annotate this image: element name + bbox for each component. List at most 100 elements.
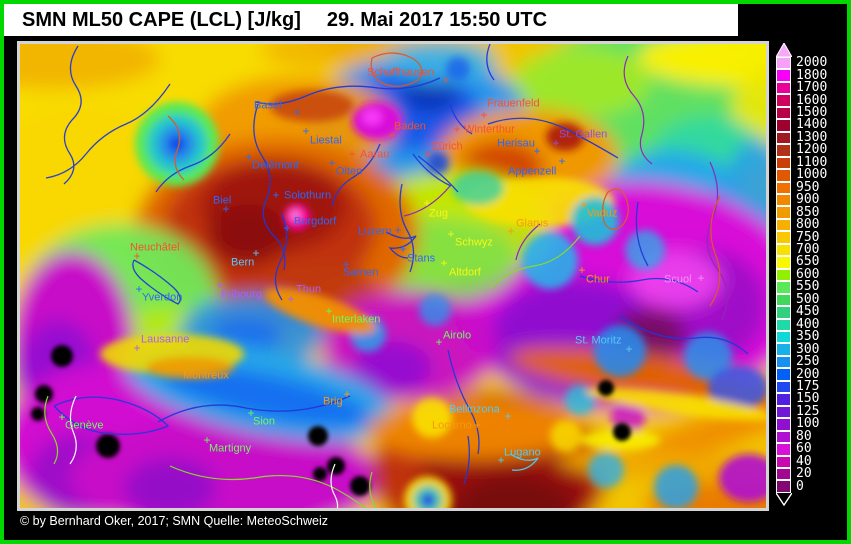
city-label: St. Moritz: [575, 334, 622, 347]
colorbar-swatch: [776, 119, 791, 132]
footer-credit: © by Bernhard Oker, 2017; SMN Quelle: Me…: [20, 514, 328, 528]
city-marker: +: [453, 121, 461, 136]
colorbar-label: 550: [796, 279, 820, 295]
colorbar-label: 100: [796, 416, 820, 432]
city-label: Luzern: [358, 225, 392, 238]
colorbar-label: 400: [796, 316, 820, 332]
colorbar-label: 950: [796, 179, 820, 195]
colorbar-label: 2000: [796, 55, 828, 71]
city-marker: +: [580, 197, 588, 212]
city-marker: +: [447, 226, 455, 241]
city-marker: +: [435, 334, 443, 349]
city-label: Brig: [323, 395, 343, 408]
colorbar-row: 0: [776, 478, 847, 494]
borders-layer: [44, 52, 728, 508]
colorbar-row: 450: [776, 305, 847, 319]
colorbar-swatch: [776, 131, 791, 145]
colorbar-swatch: [776, 231, 791, 244]
city-marker: +: [440, 255, 448, 270]
city-label: Chur: [586, 273, 610, 286]
city-marker: +: [442, 72, 450, 87]
colorbar-row: 1700: [776, 81, 847, 95]
city-marker: +: [348, 146, 356, 161]
city-label: Delémont: [252, 159, 300, 172]
city-label: Altdorf: [449, 266, 481, 279]
colorbar-label: 700: [796, 242, 820, 258]
colorbar-row: 400: [776, 316, 847, 332]
colorbar-label: 1400: [796, 117, 828, 133]
city-marker: +: [343, 386, 351, 401]
city-marker: +: [135, 281, 143, 296]
city-label: Liestal: [310, 134, 342, 147]
city-marker: +: [245, 149, 253, 164]
colorbar-row: 700: [776, 242, 847, 258]
city-label: Vaduz: [587, 207, 618, 220]
colorbar-label: 600: [796, 266, 820, 282]
colorbar-row: 1600: [776, 94, 847, 107]
colorbar-label: 650: [796, 254, 820, 270]
masked-data-spots: [31, 345, 631, 496]
city-label: Martigny: [209, 442, 252, 455]
city-label: Aarau: [360, 148, 390, 161]
city-marker: +: [133, 248, 141, 263]
colorbar-label: 125: [796, 403, 820, 419]
colorbar-swatch: [776, 281, 791, 294]
colorbar-label: 900: [796, 192, 820, 208]
colorbar-swatch: [776, 94, 791, 107]
colorbar-swatch: [776, 218, 791, 232]
colorbar-swatch: [776, 193, 791, 207]
colorbar-swatch: [776, 306, 791, 319]
city-label: Frauenfeld: [487, 97, 540, 110]
colorbar-swatch: [776, 293, 791, 307]
colorbar-label: 0: [796, 478, 804, 494]
colorbar-label: 40: [796, 453, 812, 469]
colorbar-swatch: [776, 355, 791, 369]
colorbar-swatch: [776, 380, 791, 394]
map-panel: + Schaffhausen + Basel + Frauenfeld + Baden + Win…: [17, 41, 769, 511]
colorbar-swatch: [776, 480, 791, 493]
product-title: SMN ML50 CAPE (LCL) [J/kg]: [22, 8, 301, 31]
city-marker: +: [578, 262, 586, 277]
city-marker: +: [247, 405, 255, 420]
colorbar-row: 900: [776, 192, 847, 208]
colorbar-label: 1200: [796, 142, 828, 158]
colorbar-row: 175: [776, 380, 847, 394]
rivers-layer: [45, 44, 749, 485]
colorbar-row: 350: [776, 330, 847, 344]
colorbar-down-arrow-icon: [776, 492, 792, 506]
city-marker: +: [287, 291, 295, 306]
city-marker: +: [133, 340, 141, 355]
city-marker: +: [473, 417, 481, 432]
city-marker: +: [552, 135, 560, 150]
colorbar-row: 40: [776, 453, 847, 469]
city-label: Stans: [407, 252, 436, 265]
colorbar-swatch: [776, 169, 791, 182]
city-label: Baden: [394, 120, 426, 133]
city-label: Neuchâtel: [130, 241, 180, 254]
colorbar-row: 1000: [776, 168, 847, 182]
colorbar-row: 20: [776, 467, 847, 481]
city-label: Bellinzona: [449, 403, 500, 416]
city-label: Fribourg: [221, 288, 262, 301]
colorbar-row: 1500: [776, 106, 847, 120]
colorbar-row: 600: [776, 266, 847, 282]
colorbar-row: 800: [776, 218, 847, 232]
city-label: Airolo: [443, 329, 472, 342]
colorbar-row: 950: [776, 179, 847, 195]
city-label: Thun: [296, 283, 322, 296]
colorbar-swatch: [776, 81, 791, 95]
city-label: Yverdon: [142, 291, 183, 304]
city-marker: +: [293, 104, 301, 119]
colorbar-swatch: [776, 393, 791, 406]
colorbar-row: 1200: [776, 142, 847, 158]
colorbar-swatch: [776, 268, 791, 282]
colorbar-label: 80: [796, 428, 812, 444]
colorbar-row: 650: [776, 254, 847, 270]
city-marker: +: [625, 341, 633, 356]
colorbar-row: 250: [776, 355, 847, 369]
city-label: Bern: [231, 256, 255, 269]
colorbar-swatch: [776, 318, 791, 331]
city-label: Burgdorf: [294, 215, 337, 228]
colorbar-swatch: [776, 156, 791, 170]
